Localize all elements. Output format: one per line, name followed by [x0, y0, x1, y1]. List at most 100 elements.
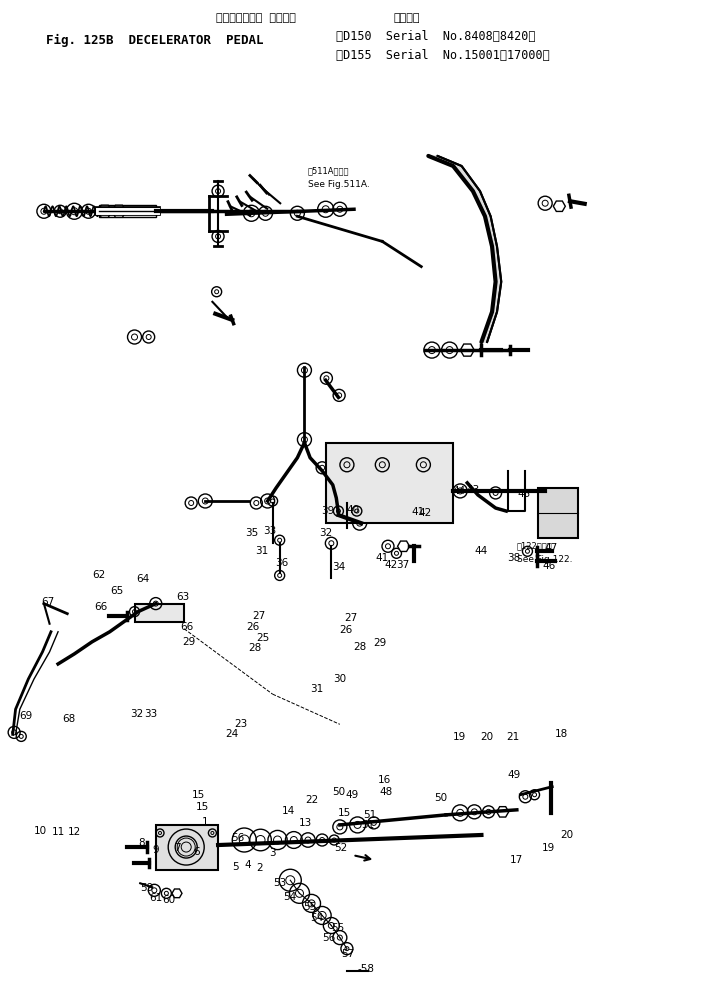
Text: 55: 55 — [331, 923, 344, 933]
Text: 44: 44 — [452, 486, 465, 496]
Text: 46: 46 — [543, 561, 556, 571]
Text: 33: 33 — [144, 709, 157, 719]
Text: 1: 1 — [202, 817, 209, 827]
Text: 33: 33 — [263, 526, 276, 536]
Text: 53: 53 — [273, 878, 286, 888]
Text: See Fig.122.: See Fig.122. — [517, 555, 572, 563]
Text: 51: 51 — [364, 810, 377, 820]
Text: 50: 50 — [333, 787, 346, 797]
Text: 10: 10 — [34, 826, 47, 836]
Text: 適用号機: 適用号機 — [394, 13, 421, 23]
Text: 54: 54 — [310, 913, 323, 924]
Text: 9: 9 — [152, 845, 159, 855]
Text: 43: 43 — [467, 485, 479, 495]
Text: 26: 26 — [246, 622, 259, 632]
Text: 44: 44 — [475, 546, 488, 556]
Text: 42: 42 — [385, 560, 398, 570]
Text: 32: 32 — [319, 528, 332, 538]
Text: 67: 67 — [41, 597, 54, 607]
Text: 47: 47 — [544, 543, 557, 553]
Text: （D150  Serial  No.8408～8420）: （D150 Serial No.8408～8420） — [336, 30, 536, 42]
Text: 66: 66 — [95, 602, 108, 612]
Text: 26: 26 — [340, 625, 353, 635]
Text: 65: 65 — [110, 585, 123, 596]
Text: 59: 59 — [140, 883, 153, 893]
Text: 31: 31 — [256, 546, 268, 556]
Text: 69: 69 — [19, 711, 32, 721]
Text: 第122図参照: 第122図参照 — [517, 542, 552, 550]
Text: 54: 54 — [284, 892, 297, 902]
Text: 4: 4 — [244, 860, 251, 870]
Text: 19: 19 — [453, 732, 466, 742]
Text: 23: 23 — [234, 719, 247, 729]
Text: 49: 49 — [508, 770, 520, 780]
Text: 31: 31 — [310, 684, 323, 694]
Text: 36: 36 — [275, 558, 288, 568]
Text: 41: 41 — [411, 507, 424, 517]
Text: 35: 35 — [246, 528, 258, 538]
Text: 60: 60 — [162, 895, 175, 905]
Text: 50: 50 — [434, 793, 447, 803]
Text: 56: 56 — [322, 933, 335, 943]
Text: 25: 25 — [256, 633, 269, 643]
Text: 20: 20 — [481, 732, 493, 742]
Text: 20: 20 — [560, 830, 573, 840]
Text: 34: 34 — [332, 562, 345, 572]
Text: 17: 17 — [510, 855, 523, 865]
Text: 49: 49 — [346, 790, 358, 800]
Text: （D155  Serial  No.15001～17000）: （D155 Serial No.15001～17000） — [336, 49, 550, 61]
Text: 27: 27 — [252, 611, 265, 621]
Text: -58: -58 — [358, 964, 375, 974]
Text: Fig. 125B  DECELERATOR  PEDAL: Fig. 125B DECELERATOR PEDAL — [46, 33, 263, 47]
Text: 15: 15 — [338, 808, 350, 818]
Text: 45: 45 — [518, 489, 530, 499]
Text: 30: 30 — [333, 674, 346, 684]
Text: 12: 12 — [68, 827, 81, 837]
Text: 21: 21 — [506, 732, 519, 742]
Text: 42: 42 — [418, 508, 431, 518]
Text: 61: 61 — [149, 893, 162, 903]
Text: 32: 32 — [130, 709, 143, 719]
Text: 55: 55 — [304, 902, 316, 912]
Text: 39: 39 — [321, 506, 334, 516]
Text: 56: 56 — [232, 833, 244, 843]
Text: 28: 28 — [249, 643, 261, 653]
Text: 68: 68 — [62, 714, 75, 724]
Text: 62: 62 — [93, 570, 105, 580]
Text: 41: 41 — [376, 553, 389, 563]
Text: 15: 15 — [196, 802, 209, 812]
Bar — [135, 604, 184, 622]
Text: 40: 40 — [346, 505, 359, 515]
Text: 29: 29 — [374, 638, 387, 648]
Text: 15: 15 — [192, 790, 205, 800]
Text: 7: 7 — [173, 843, 181, 853]
Text: See Fig.511A.: See Fig.511A. — [308, 180, 370, 188]
Text: 38: 38 — [508, 553, 520, 563]
Text: 13: 13 — [299, 818, 312, 828]
Text: 3: 3 — [269, 848, 276, 858]
Bar — [99, 205, 156, 217]
Text: 28: 28 — [353, 642, 366, 652]
Polygon shape — [428, 156, 501, 342]
Text: 6: 6 — [193, 847, 200, 857]
Bar — [326, 443, 453, 523]
Text: ディセラレータ  ペダル／: ディセラレータ ペダル／ — [216, 13, 296, 23]
Text: 22: 22 — [305, 795, 318, 805]
Text: 37: 37 — [396, 560, 409, 570]
Text: 11: 11 — [52, 827, 64, 837]
Text: 第511A図参照: 第511A図参照 — [308, 167, 350, 175]
Text: 27: 27 — [345, 613, 358, 623]
Text: 51: 51 — [362, 820, 375, 830]
Text: 64: 64 — [137, 574, 149, 584]
Text: 8: 8 — [138, 838, 145, 848]
Text: 2: 2 — [256, 863, 263, 873]
Text: 48: 48 — [379, 787, 392, 797]
Text: 24: 24 — [226, 729, 239, 739]
Text: 57: 57 — [341, 949, 354, 959]
Text: 18: 18 — [555, 729, 568, 739]
Bar — [538, 488, 578, 538]
Text: 29: 29 — [183, 637, 195, 647]
Text: 14: 14 — [282, 806, 295, 816]
Text: 63: 63 — [176, 592, 189, 602]
Text: 66: 66 — [181, 622, 193, 632]
